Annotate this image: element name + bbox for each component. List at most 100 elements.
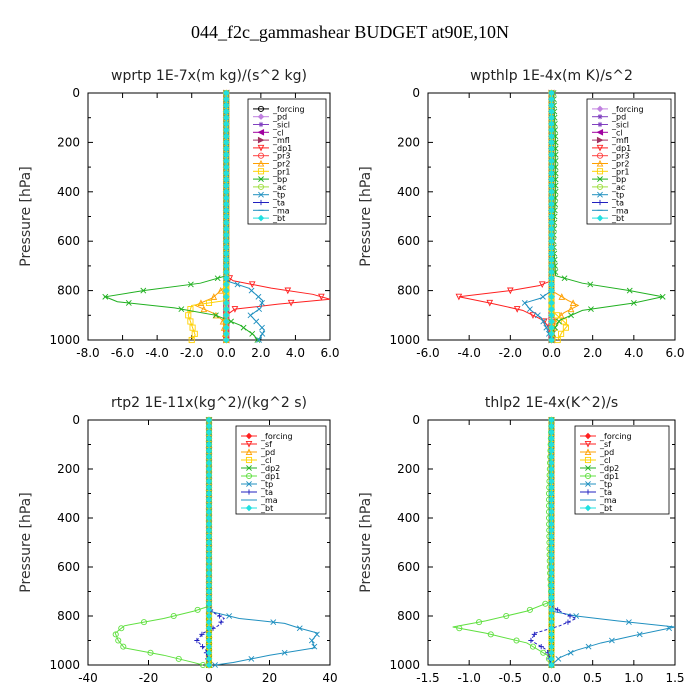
data-point: [205, 569, 213, 577]
data-point: [487, 631, 494, 638]
data-point: [456, 625, 463, 632]
x-tick-label: 0.5: [583, 671, 602, 685]
series-line: [530, 420, 578, 666]
series-dp1: [112, 416, 213, 669]
data-point: [205, 502, 213, 509]
y-tick-label: 0: [72, 86, 80, 100]
legend-entry: _tp: [272, 191, 285, 200]
legend-entry: _sicl: [272, 121, 290, 130]
legend-marker: [257, 152, 265, 159]
legend-entry: _dp2: [260, 464, 280, 473]
data-point: [475, 619, 483, 626]
data-point: [548, 618, 555, 626]
data-point: [313, 631, 320, 638]
data-point: [548, 225, 555, 233]
legend-marker: [245, 440, 253, 448]
x-tick-label: 40: [322, 671, 337, 685]
data-point: [205, 563, 213, 571]
data-point: [216, 613, 223, 619]
data-point: [255, 293, 262, 300]
legend-marker: [257, 128, 265, 136]
data-point: [567, 649, 574, 656]
data-point: [249, 330, 256, 337]
data-point: [548, 422, 555, 430]
data-point: [223, 312, 230, 319]
x-tick-label: 6.0: [320, 346, 339, 360]
data-point: [548, 508, 555, 516]
data-point: [205, 447, 213, 454]
legend-marker: [257, 168, 265, 175]
series-bt: [205, 416, 213, 669]
data-point: [503, 612, 510, 620]
data-point: [248, 287, 255, 294]
legend-marker: [585, 489, 591, 495]
legend-marker: [258, 121, 264, 128]
data-point: [548, 429, 555, 436]
data-point: [205, 655, 213, 663]
series-dp1: [452, 416, 555, 669]
legend-entry: _dp1: [272, 144, 292, 153]
data-point: [548, 520, 555, 528]
y-tick-label: 0: [72, 413, 80, 427]
data-point: [248, 655, 255, 662]
data-point: [556, 318, 562, 325]
legend-entry: _bt: [599, 504, 612, 513]
data-point: [185, 312, 192, 319]
data-point: [223, 250, 230, 257]
legend-marker: [257, 113, 265, 120]
data-point: [548, 250, 555, 257]
data-point: [561, 275, 568, 282]
data-point: [548, 588, 555, 595]
data-point: [568, 312, 574, 319]
legend-entry: _bp: [611, 175, 626, 184]
data-point: [205, 576, 213, 583]
y-tick-label: 800: [57, 609, 80, 623]
legend-entry: _sf: [599, 440, 611, 449]
data-point: [140, 619, 148, 626]
legend-entry: _pr3: [272, 152, 290, 161]
legend-marker: [596, 105, 604, 113]
data-point: [223, 176, 230, 183]
data-point: [205, 416, 213, 424]
legend-entry: _cl: [260, 456, 272, 465]
data-point: [548, 459, 555, 467]
legend-marker: [584, 440, 592, 448]
data-point: [205, 637, 213, 644]
data-point: [205, 496, 213, 503]
data-point: [254, 337, 261, 343]
data-point: [223, 194, 230, 202]
data-point: [548, 188, 555, 196]
x-tick-label: 20: [262, 671, 277, 685]
data-point: [548, 496, 555, 503]
data-point: [223, 330, 230, 338]
y-tick-label: 0: [412, 86, 420, 100]
data-point: [548, 108, 555, 115]
data-point: [555, 655, 562, 662]
data-point: [187, 318, 194, 325]
legend-marker: [258, 199, 264, 206]
legend-box: [574, 425, 670, 515]
data-point: [205, 465, 213, 473]
legend-marker: [257, 136, 265, 144]
data-point: [223, 293, 230, 301]
data-point: [528, 637, 534, 644]
legend: _forcing_pd_sicl_cl_mfl_dp1_pr3_pr2_pr1_…: [586, 98, 672, 225]
data-point: [223, 299, 230, 307]
data-point: [205, 588, 213, 595]
y-tick-label: 200: [397, 135, 420, 149]
panel-3: rtp2 1E-11x(kg^2)/(kg^2 s)02004006008001…: [18, 395, 338, 685]
data-point: [223, 268, 230, 276]
legend-marker: [246, 489, 252, 495]
data-point: [548, 336, 555, 344]
data-point: [205, 441, 213, 448]
data-point: [548, 200, 555, 208]
data-point: [102, 293, 109, 300]
y-tick-label: 600: [57, 560, 80, 574]
data-point: [585, 643, 592, 650]
legend-entry: _bt: [272, 214, 285, 223]
data-point: [548, 551, 555, 558]
data-point: [223, 102, 230, 109]
y-tick-label: 800: [397, 609, 420, 623]
data-point: [548, 514, 555, 522]
data-point: [214, 275, 221, 282]
